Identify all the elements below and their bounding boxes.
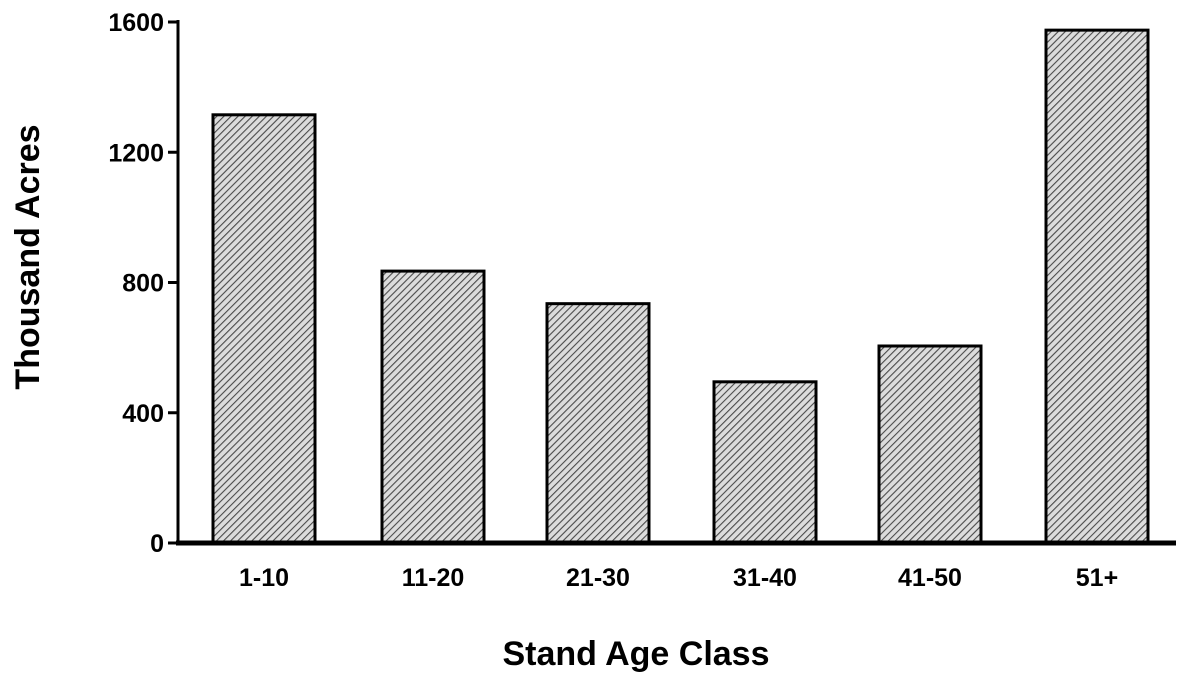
- x-tick-label: 31-40: [733, 564, 797, 592]
- x-tick-label: 11-20: [402, 564, 465, 592]
- y-tick-label: 800: [122, 270, 164, 298]
- x-tick-label: 1-10: [239, 564, 289, 592]
- bar-11-20: [380, 269, 486, 545]
- bar-41-50: [877, 344, 983, 545]
- y-ticks-group: 0 400 800 1200 1600: [108, 9, 178, 558]
- y-axis-title: Thousand Acres: [9, 124, 47, 389]
- bar-1-10: [211, 113, 317, 545]
- bar-21-30: [545, 302, 651, 545]
- x-tick-label: 51+: [1076, 564, 1118, 592]
- x-labels-group: 1-10 11-20 21-30 31-40 41-50 51+: [239, 564, 1118, 592]
- x-tick-label: 21-30: [566, 564, 630, 592]
- y-tick-label: 1200: [108, 139, 164, 167]
- bars-group: [211, 28, 1150, 545]
- y-tick-label: 400: [122, 400, 164, 428]
- y-tick-label: 1600: [108, 9, 164, 37]
- x-tick-label: 41-50: [898, 564, 962, 592]
- bar-51+: [1044, 28, 1150, 545]
- bar-31-40: [712, 380, 818, 545]
- y-tick-label: 0: [150, 530, 164, 558]
- x-axis-title: Stand Age Class: [502, 635, 769, 673]
